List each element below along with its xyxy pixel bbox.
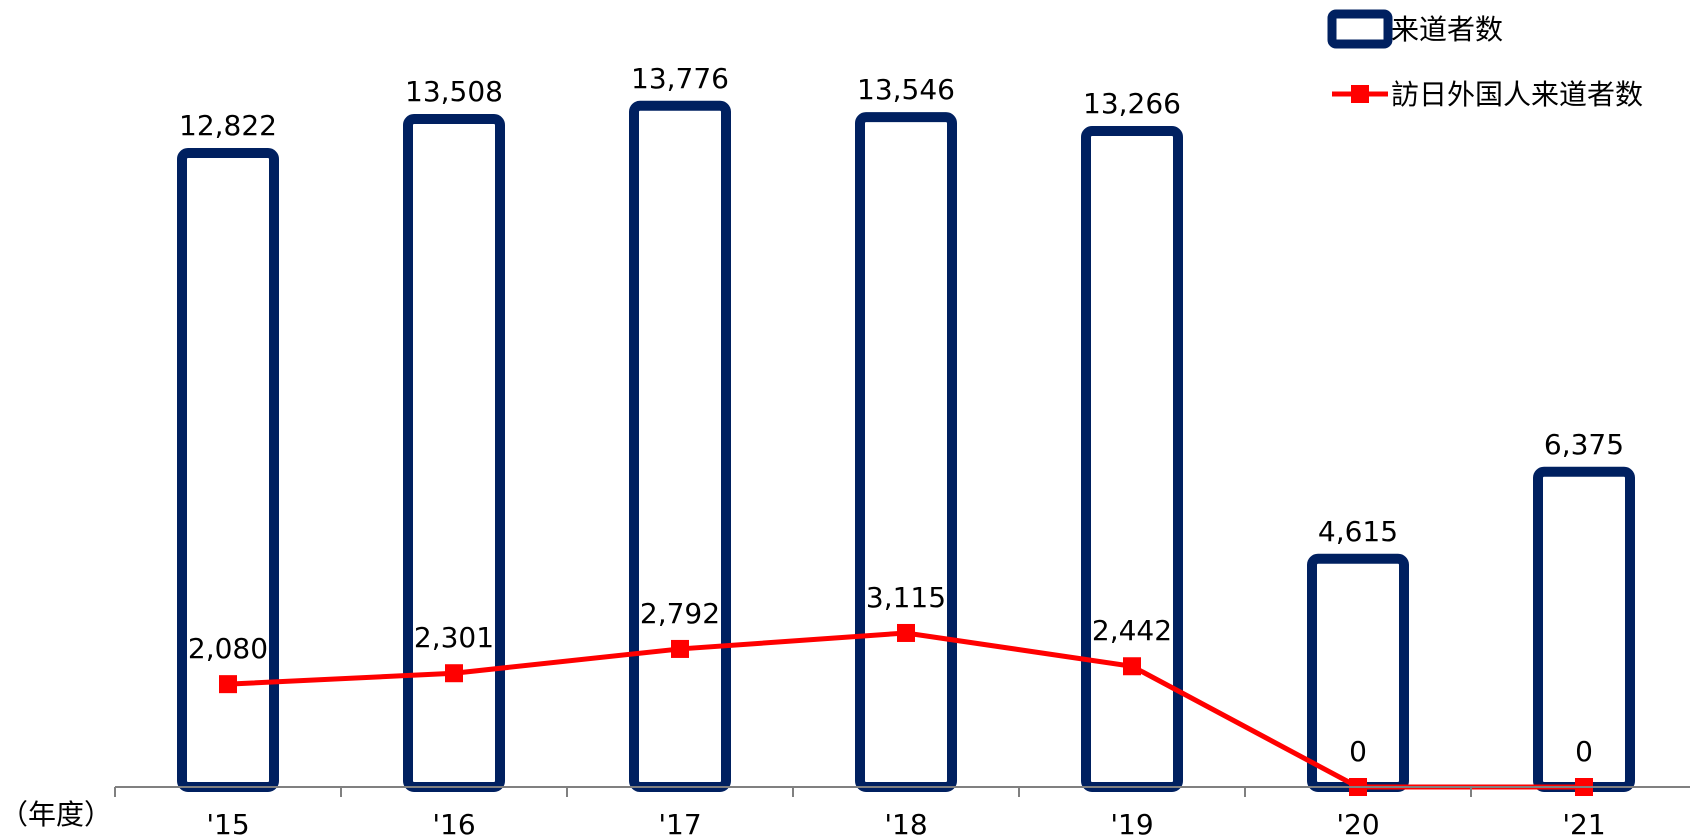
line-value-label-6: 0 [1575,735,1593,768]
x-tick-label-3: '18 [884,808,927,840]
x-tick-label-1: '16 [432,808,475,840]
bar-value-label-2: 13,776 [631,62,729,95]
bar-value-label-1: 13,508 [405,75,503,108]
bar-value-label-6: 6,375 [1544,428,1624,461]
line-value-label-0: 2,080 [188,632,268,665]
bar-3 [855,112,957,793]
legend-bar-swatch [1327,9,1393,49]
line-point-2 [671,639,689,658]
x-tick-label-4: '19 [1110,808,1153,840]
legend-bar-label: 来道者数 [1391,13,1503,46]
bar-value-label-5: 4,615 [1318,515,1398,548]
bar-value-label-3: 13,546 [857,73,955,106]
legend-line-label: 訪日外国人来道者数 [1391,78,1643,111]
line-point-0 [219,675,237,694]
x-axis: '15 '16 '17 '18 '19 '20 '21 （年度） [0,786,1690,840]
bar-1 [403,114,505,793]
bar-value-label-4: 13,266 [1083,87,1181,120]
line-value-label-4: 2,442 [1092,614,1172,647]
bars-layer [177,100,1635,793]
line-point-4 [1123,657,1141,676]
line-value-label-1: 2,301 [414,621,494,654]
bar-value-label-0: 12,822 [179,109,277,142]
legend-line-marker [1351,85,1369,103]
x-tick-label-2: '17 [658,808,701,840]
bar-4 [1081,126,1183,792]
bar-2 [629,100,731,793]
x-tick-label-6: '21 [1562,808,1605,840]
x-tick-label-0: '15 [206,808,249,840]
x-axis-unit-label: （年度） [0,798,112,831]
line-value-label-2: 2,792 [640,597,720,630]
line-value-label-3: 3,115 [866,581,946,614]
data-labels: 12,822 13,508 13,776 13,546 13,266 4,615 6,375… [179,62,1624,768]
x-tick-label-5: '20 [1336,808,1379,840]
line-value-label-5: 0 [1349,735,1367,768]
line-point-1 [445,664,463,683]
line-point-3 [897,623,915,642]
